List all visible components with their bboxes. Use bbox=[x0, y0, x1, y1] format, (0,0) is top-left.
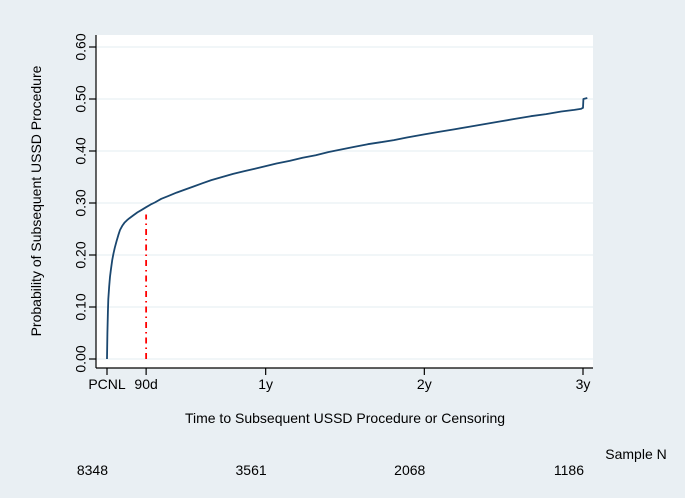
y-tick-label: 0.00 bbox=[72, 345, 89, 373]
survival-curve bbox=[106, 97, 588, 360]
x-tick-label: 1y bbox=[258, 376, 274, 392]
plot-area bbox=[96, 35, 593, 368]
sample-n-value: 1186 bbox=[553, 462, 584, 478]
sample-n-value: 8348 bbox=[76, 462, 108, 478]
sample-n-value: 2068 bbox=[394, 462, 426, 478]
sample-n-label: Sample N bbox=[605, 446, 667, 462]
y-tick-label: 0.60 bbox=[72, 33, 89, 61]
x-tick-label: PCNL bbox=[88, 376, 126, 392]
x-tick-label: 90d bbox=[134, 376, 158, 392]
y-tick-label: 0.50 bbox=[72, 85, 89, 113]
x-axis-title: Time to Subsequent USSD Procedure or Cen… bbox=[184, 410, 506, 426]
sample-n-value: 3561 bbox=[235, 462, 267, 478]
y-tick-label: 0.40 bbox=[72, 137, 89, 165]
x-tick-label: 2y bbox=[416, 376, 432, 392]
x-tick-label: 3y bbox=[575, 376, 591, 392]
y-tick-label: 0.30 bbox=[72, 189, 89, 217]
y-tick-label: 0.10 bbox=[72, 293, 89, 321]
y-tick-label: 0.20 bbox=[72, 241, 89, 269]
y-axis-title: Probability of Subsequent USSD Procedure bbox=[28, 65, 44, 337]
